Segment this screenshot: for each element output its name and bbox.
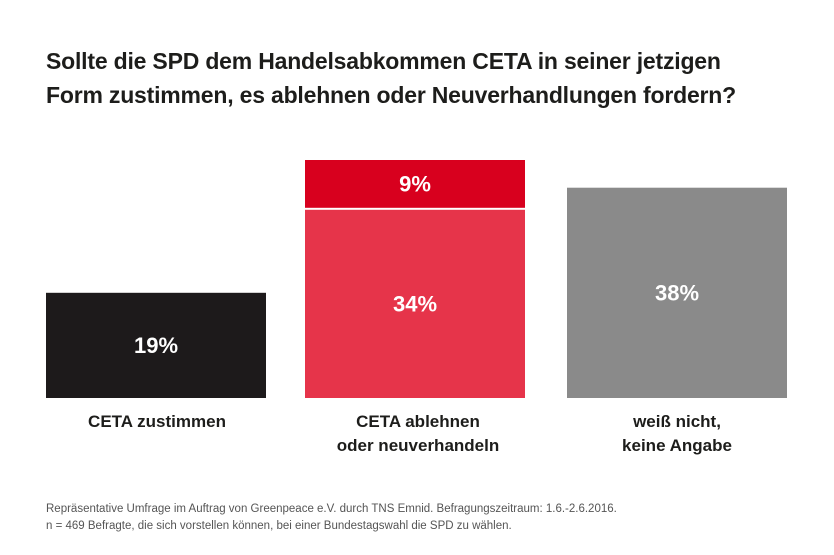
bar-2-segment-2 xyxy=(305,160,525,208)
category-label-2-line-1: CETA ablehnen xyxy=(356,412,480,431)
bar-2-segment-2-value-label: 9% xyxy=(399,171,431,196)
category-label-3-line-1: weiß nicht, xyxy=(633,412,721,431)
category-label-2: CETA ablehnen oder neuverhandeln xyxy=(298,410,538,458)
chart-title-line-2: Form zustimmen, es ablehnen oder Neuverh… xyxy=(46,82,737,108)
footnote-line-1: Repräsentative Umfrage im Auftrag von Gr… xyxy=(46,503,617,515)
category-label-1: CETA zustimmen xyxy=(37,410,277,434)
category-label-2-line-2: oder neuverhandeln xyxy=(336,436,500,455)
bar-2-segment-1-value-label: 34% xyxy=(393,291,437,316)
bar-1-segment-1 xyxy=(46,292,266,398)
category-label-3-line-2: keine Angabe xyxy=(622,436,732,455)
footnote-line-2: n = 469 Befragte, die sich vorstellen kö… xyxy=(46,520,512,532)
category-label-1-line-1: CETA zustimmen xyxy=(88,412,226,431)
bar-3-segment-1-value-label: 38% xyxy=(655,280,699,305)
bar-3-segment-1 xyxy=(567,187,787,398)
footnote: Repräsentative Umfrage im Auftrag von Gr… xyxy=(46,501,617,535)
bar-1-segment-1-value-label: 19% xyxy=(134,333,178,358)
chart-title-line-1: Sollte die SPD dem Handelsabkommen CETA … xyxy=(46,48,721,74)
bar-2-segment-1 xyxy=(305,209,525,398)
chart-title: Sollte die SPD dem Handelsabkommen CETA … xyxy=(46,44,816,112)
category-label-3: weiß nicht, keine Angabe xyxy=(557,410,797,458)
